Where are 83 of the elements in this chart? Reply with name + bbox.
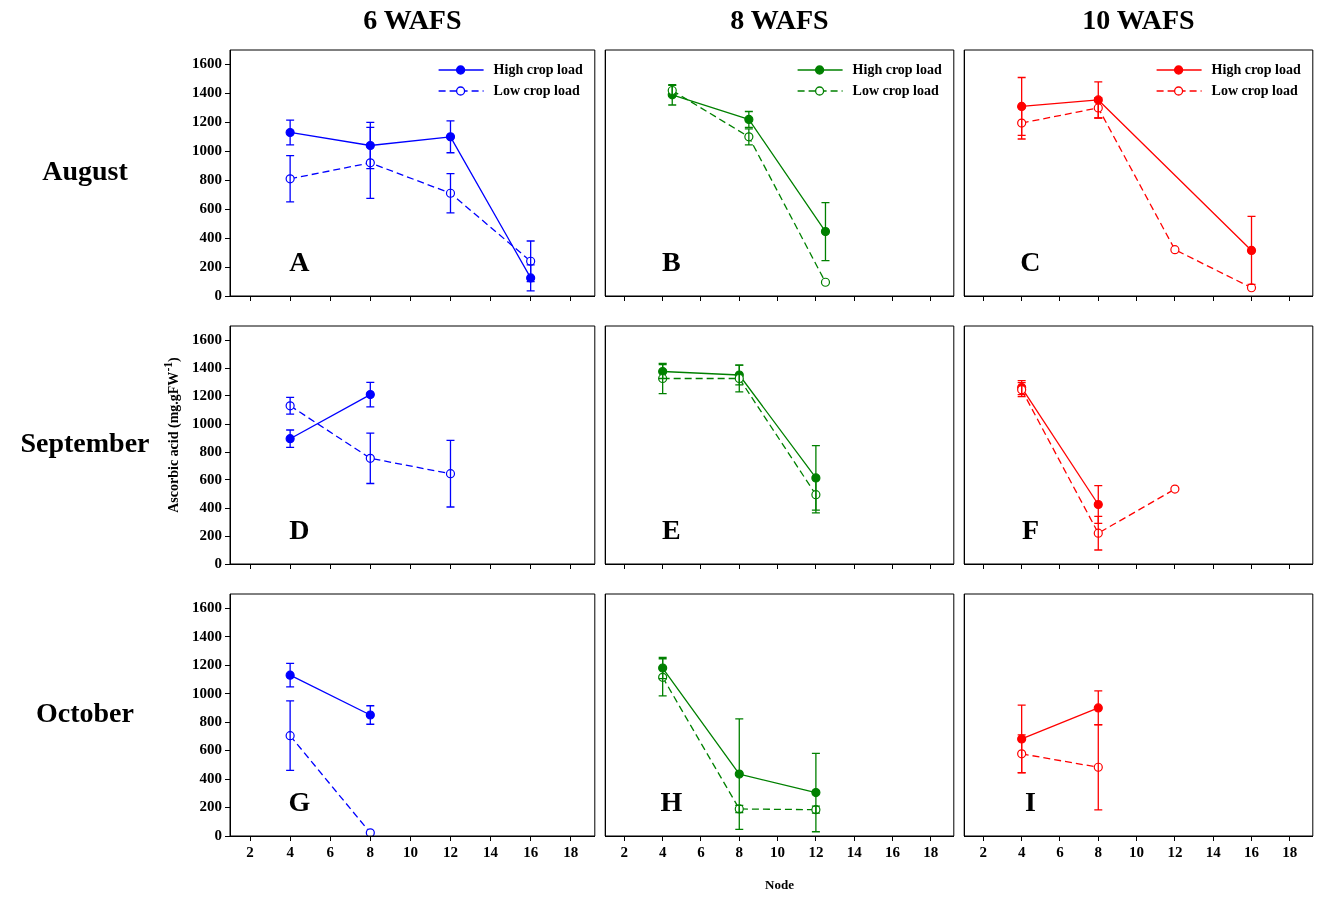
x-tick-label: 6 — [326, 843, 335, 860]
x-tick-label: 8 — [1094, 843, 1103, 860]
annotation: D — [289, 514, 310, 546]
x-tick-label: 8 — [735, 843, 744, 860]
x-tick-label: 14 — [1205, 843, 1222, 860]
x-tick-label: 6 — [697, 843, 706, 860]
y-tick-label: 1400 — [192, 358, 222, 375]
x-tick-label: 18 — [563, 843, 579, 860]
annotation: B — [662, 246, 681, 278]
x-tick-label: 6 — [1056, 843, 1065, 860]
x-tick-label: 16 — [885, 843, 901, 860]
annotation: G — [288, 786, 311, 818]
y-tick-label: 1400 — [192, 84, 222, 101]
annotation: I — [1024, 786, 1036, 818]
chart-title: 10 WAFS — [1082, 4, 1195, 36]
y-tick-label: 0 — [214, 286, 222, 303]
y-tick-label: 1600 — [192, 330, 222, 347]
x-tick-label: 16 — [1244, 843, 1260, 860]
y-tick-label: 0 — [214, 826, 222, 843]
x-tick-label: 10 — [1129, 843, 1145, 860]
annotation: E — [662, 514, 681, 546]
annotation: C — [1020, 246, 1041, 278]
x-tick-label: 16 — [523, 843, 539, 860]
y-tick-label: 1200 — [192, 386, 222, 403]
x-tick-label: 4 — [286, 843, 295, 860]
chart-title: 6 WAFS — [363, 4, 462, 36]
x-tick-label: 12 — [808, 843, 824, 860]
point — [1246, 245, 1257, 256]
x-tick-label: 2 — [620, 843, 629, 860]
point — [820, 227, 831, 237]
y-tick-label: 1000 — [192, 414, 222, 431]
y-tick-label: 600 — [199, 741, 222, 758]
legend-label: Low crop load — [1211, 82, 1298, 98]
text: September — [20, 427, 150, 459]
y-tick-label: 200 — [199, 526, 222, 543]
text: August — [42, 155, 129, 187]
y-tick-label: 800 — [199, 171, 222, 188]
text: October — [36, 697, 134, 729]
x-tick-label: 18 — [923, 843, 939, 860]
y-tick-label: 1000 — [192, 684, 222, 701]
y-tick-label: 800 — [199, 442, 222, 459]
y-tick-label: 600 — [199, 470, 222, 487]
x-tick-label: 4 — [658, 843, 667, 860]
point — [1170, 245, 1180, 255]
annotation: H — [660, 786, 683, 818]
x-tick-label: 10 — [402, 843, 418, 860]
y-tick-label: 1400 — [192, 627, 222, 644]
annotation: A — [289, 246, 311, 278]
x-tick-label: 18 — [1282, 843, 1298, 860]
x-tick-label: 8 — [366, 843, 375, 860]
legend-label: High crop load — [852, 61, 943, 77]
y-tick-label: 1200 — [192, 113, 222, 130]
y-tick-label: 200 — [199, 257, 222, 274]
legend-label: High crop load — [1211, 61, 1302, 77]
y-tick-label: 1000 — [192, 142, 222, 159]
y-tick-label: 600 — [199, 200, 222, 217]
point — [365, 828, 375, 836]
chart-title: 8 WAFS — [730, 4, 829, 36]
y-tick-label: 1600 — [192, 599, 222, 616]
legend-label: Low crop load — [852, 82, 939, 98]
point — [1170, 484, 1180, 494]
y-tick-label: 1200 — [192, 656, 222, 673]
y-tick-label: 800 — [199, 712, 222, 729]
y-tick-label: 400 — [199, 228, 222, 245]
x-tick-label: 10 — [770, 843, 786, 860]
x-tick-label: 14 — [483, 843, 499, 860]
point — [820, 277, 831, 287]
x-tick-label: 14 — [846, 843, 863, 860]
y-tick-label: 400 — [199, 769, 222, 786]
x-tick-label: 12 — [442, 843, 458, 860]
y-tick-label: 400 — [199, 498, 222, 515]
legend-label: Low crop load — [493, 82, 580, 98]
y-tick-label: 0 — [214, 554, 222, 571]
legend-label: High crop load — [493, 61, 584, 77]
x-tick-label: 2 — [979, 843, 988, 860]
y-tick-label: 1600 — [192, 55, 222, 72]
annotation: F — [1021, 514, 1039, 546]
x-tick-label: 4 — [1017, 843, 1026, 860]
point — [1246, 283, 1257, 293]
y-tick-label: 200 — [199, 798, 222, 815]
x-tick-label: 12 — [1167, 843, 1183, 860]
x-axis-title: Node — [765, 877, 795, 893]
x-tick-label: 2 — [246, 843, 254, 860]
